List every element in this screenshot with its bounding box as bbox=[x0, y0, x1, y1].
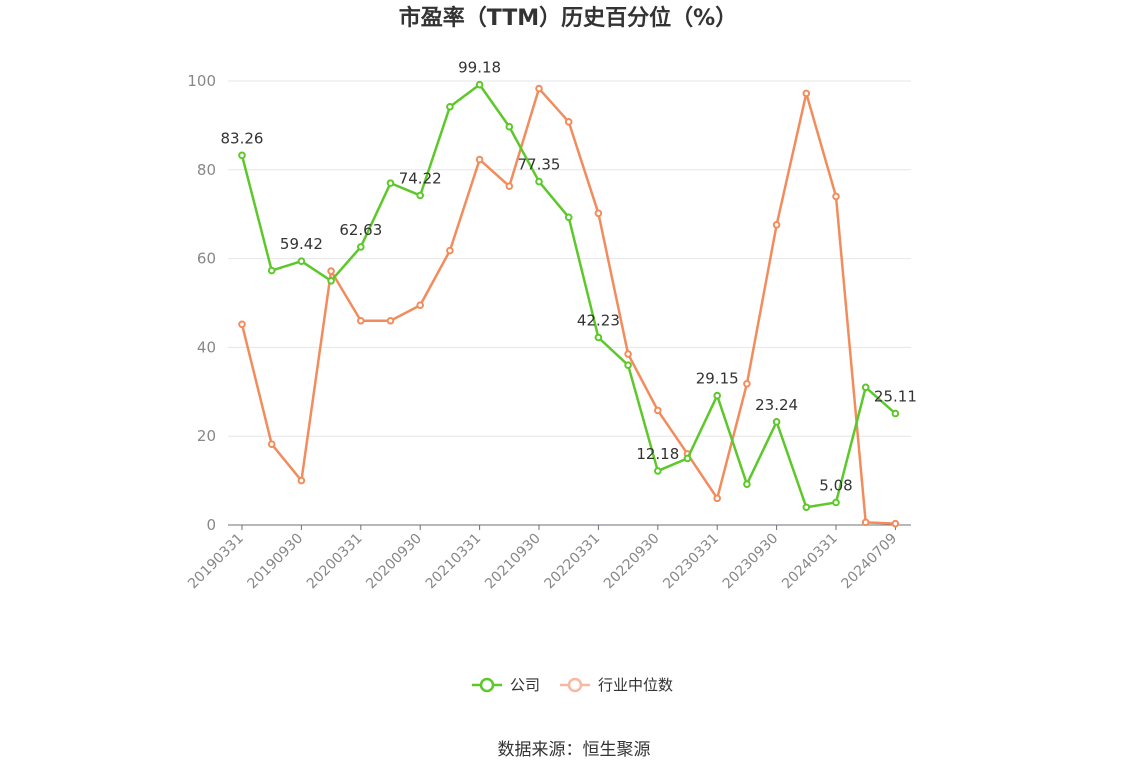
series-industry-median bbox=[238, 84, 900, 528]
x-tick-label: 20220930 bbox=[601, 531, 663, 593]
data-point[interactable] bbox=[564, 118, 573, 126]
y-tick-label: 20 bbox=[197, 427, 216, 445]
data-point[interactable] bbox=[832, 498, 840, 507]
data-point[interactable] bbox=[238, 320, 246, 329]
legend-label: 行业中位数 bbox=[598, 676, 673, 694]
series-layer bbox=[238, 80, 900, 528]
data-label: 83.26 bbox=[221, 129, 264, 147]
data-point[interactable] bbox=[772, 418, 781, 426]
legend[interactable]: 公司 行业中位数 bbox=[472, 676, 673, 694]
data-point[interactable] bbox=[327, 277, 335, 285]
x-tick-label: 20190331 bbox=[185, 531, 247, 593]
data-point[interactable] bbox=[772, 221, 781, 229]
data-point[interactable] bbox=[861, 518, 870, 527]
data-point[interactable] bbox=[594, 333, 603, 342]
data-label: 74.22 bbox=[399, 169, 442, 187]
data-point[interactable] bbox=[891, 519, 900, 528]
data-point[interactable] bbox=[416, 191, 425, 200]
axes: 0 20 40 60 80 100 2019033120190930202003312020… bbox=[185, 72, 911, 592]
series-line bbox=[240, 83, 897, 509]
data-point[interactable] bbox=[624, 361, 632, 369]
data-point[interactable] bbox=[743, 480, 751, 488]
data-label: 42.23 bbox=[577, 311, 620, 329]
data-point[interactable] bbox=[713, 494, 722, 503]
data-point[interactable] bbox=[297, 257, 306, 265]
legend-marker bbox=[479, 677, 495, 693]
legend-label: 公司 bbox=[510, 676, 540, 694]
data-point[interactable] bbox=[713, 391, 722, 400]
x-tick-label: 20210930 bbox=[482, 531, 544, 593]
data-point[interactable] bbox=[267, 440, 276, 448]
data-point[interactable] bbox=[357, 243, 365, 251]
series-company bbox=[238, 80, 900, 512]
data-point[interactable] bbox=[743, 380, 751, 388]
data-label: 23.24 bbox=[755, 396, 798, 414]
y-tick-label: 0 bbox=[206, 516, 216, 534]
data-label: 25.11 bbox=[874, 388, 917, 406]
data-point[interactable] bbox=[564, 213, 573, 222]
x-tick-label: 20230331 bbox=[660, 531, 722, 593]
data-point[interactable] bbox=[832, 192, 840, 201]
y-tick-label: 100 bbox=[187, 72, 216, 90]
data-point[interactable] bbox=[654, 467, 662, 475]
data-label: 12.18 bbox=[636, 445, 679, 463]
y-tick-label: 80 bbox=[197, 161, 216, 179]
data-label: 99.18 bbox=[458, 59, 501, 77]
data-point[interactable] bbox=[446, 246, 454, 255]
series-line bbox=[240, 87, 896, 525]
data-point[interactable] bbox=[386, 179, 395, 187]
legend-item-industry-median[interactable]: 行业中位数 bbox=[560, 676, 673, 694]
data-label: 5.08 bbox=[819, 476, 852, 494]
x-tick-label: 20230930 bbox=[720, 531, 782, 593]
data-point[interactable] bbox=[891, 409, 900, 418]
x-tick-label: 20200331 bbox=[304, 531, 366, 593]
data-label: 77.35 bbox=[518, 156, 561, 174]
y-tick-label: 40 bbox=[197, 338, 216, 356]
data-point[interactable] bbox=[535, 84, 543, 93]
legend-item-company[interactable]: 公司 bbox=[472, 676, 540, 694]
data-point[interactable] bbox=[267, 266, 276, 275]
data-label: 62.63 bbox=[339, 221, 382, 239]
grid-lines bbox=[228, 80, 911, 437]
data-point[interactable] bbox=[416, 301, 425, 310]
data-point[interactable] bbox=[624, 350, 632, 358]
data-point[interactable] bbox=[475, 80, 484, 89]
x-tick-label: 20240709 bbox=[839, 531, 901, 593]
data-point[interactable] bbox=[238, 151, 246, 160]
data-point[interactable] bbox=[357, 316, 365, 325]
data-point[interactable] bbox=[505, 182, 514, 191]
data-point[interactable] bbox=[683, 454, 692, 463]
data-point[interactable] bbox=[475, 155, 484, 164]
data-source: 数据来源：恒生聚源 bbox=[498, 740, 651, 760]
data-labels: 83.26 59.42 62.63 74.22 99.18 77.35 42.23 12.18… bbox=[221, 59, 917, 495]
data-point[interactable] bbox=[802, 503, 811, 512]
x-tick-label: 20200930 bbox=[363, 531, 425, 593]
data-point[interactable] bbox=[535, 177, 543, 186]
data-point[interactable] bbox=[654, 406, 662, 415]
legend-marker bbox=[567, 677, 583, 693]
x-tick-label: 20190930 bbox=[245, 531, 307, 593]
data-point[interactable] bbox=[297, 476, 306, 485]
x-tick-label: 20240331 bbox=[779, 531, 841, 593]
data-point[interactable] bbox=[446, 102, 454, 111]
chart-title: 市盈率（TTM）历史百分位（%） bbox=[399, 5, 737, 31]
y-tick-label: 60 bbox=[197, 250, 216, 268]
data-point[interactable] bbox=[861, 383, 870, 392]
data-label: 29.15 bbox=[696, 370, 739, 388]
x-tick-label: 20210331 bbox=[423, 531, 485, 593]
data-point[interactable] bbox=[802, 89, 811, 98]
data-point[interactable] bbox=[505, 122, 514, 131]
data-point[interactable] bbox=[386, 316, 395, 325]
data-label: 59.42 bbox=[280, 235, 323, 253]
data-point[interactable] bbox=[594, 209, 603, 218]
x-tick-label: 20220331 bbox=[542, 531, 604, 593]
data-point[interactable] bbox=[327, 267, 335, 275]
